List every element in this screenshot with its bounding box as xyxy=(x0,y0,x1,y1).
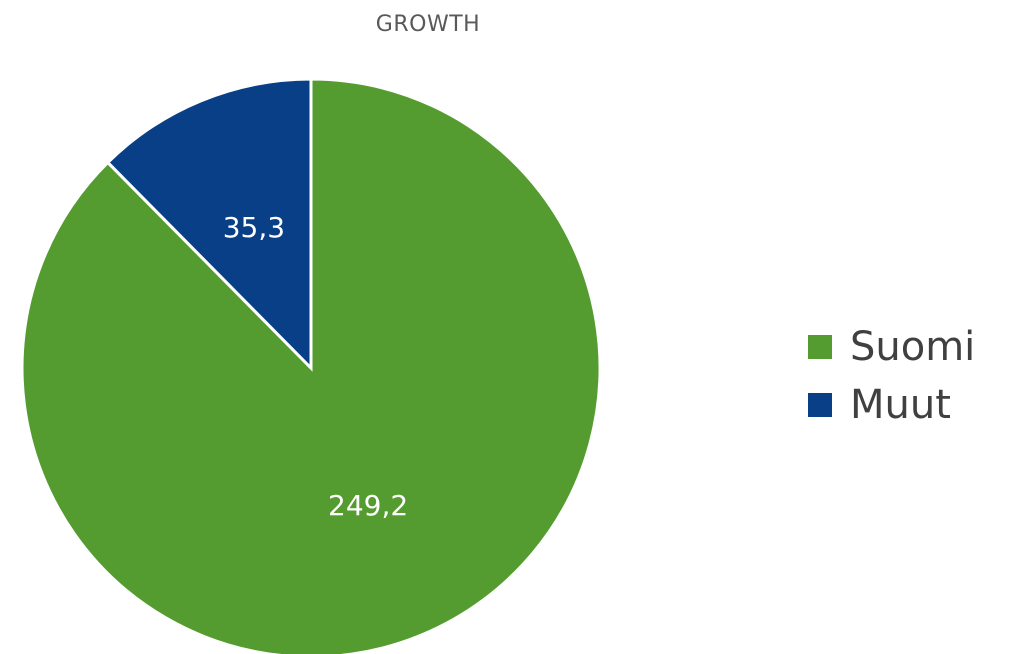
data-label-muut: 35,3 xyxy=(223,211,285,244)
legend-item-suomi: Suomi xyxy=(808,318,975,376)
data-label-suomi: 249,2 xyxy=(328,489,408,522)
pie-data-labels: 249,2 35,3 xyxy=(223,211,408,522)
pie-slice-muut xyxy=(105,77,313,372)
legend-item-muut: Muut xyxy=(808,376,975,434)
legend-swatch-muut xyxy=(808,393,832,417)
legend-label-suomi: Suomi xyxy=(850,324,976,370)
pie-slices xyxy=(20,77,602,654)
legend-swatch-suomi xyxy=(808,335,832,359)
legend-label-muut: Muut xyxy=(850,382,951,428)
legend: Suomi Muut xyxy=(808,318,975,434)
chart-title: GROWTH xyxy=(375,12,481,37)
